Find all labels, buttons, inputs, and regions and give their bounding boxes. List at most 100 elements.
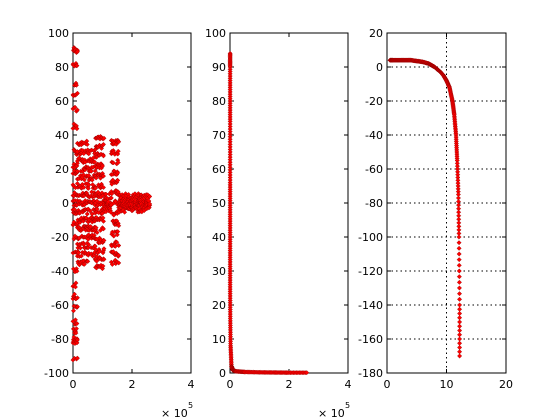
y-tick-label: -120 [358, 265, 383, 278]
y-tick-label: 20 [212, 299, 226, 312]
data-point [457, 296, 463, 302]
data-point [74, 181, 80, 187]
data-markers [70, 45, 153, 363]
data-point [74, 126, 80, 132]
data-point [456, 216, 462, 222]
y-tick-label: 0 [62, 197, 69, 210]
data-point [73, 330, 79, 336]
y-tick-label: 10 [212, 333, 226, 346]
data-point [456, 220, 462, 226]
data-point [115, 229, 121, 235]
data-point [304, 370, 310, 376]
y-tick-label: 100 [48, 27, 69, 40]
data-point [456, 202, 462, 208]
y-tick-label: 60 [212, 163, 226, 176]
data-point [101, 218, 106, 224]
data-point [456, 279, 462, 285]
data-point [456, 227, 462, 233]
x-multiplier-exponent: 5 [188, 401, 193, 410]
y-tick-label: -60 [365, 163, 383, 176]
data-point [71, 291, 77, 297]
data-point [116, 139, 122, 145]
subplot-right: -180 -160 -140 -120 -100 -80 -60 -40 -20 0 20 0 10 20 [358, 27, 513, 391]
data-point [146, 198, 152, 204]
data-point [74, 107, 80, 113]
data-point [74, 268, 80, 274]
data-point [457, 353, 463, 359]
data-point [457, 319, 463, 325]
data-point [455, 192, 461, 197]
data-point [101, 226, 106, 232]
data-point [109, 191, 115, 197]
data-point [100, 163, 105, 169]
data-markers [387, 57, 463, 359]
x-tick-label: 0 [227, 378, 234, 391]
data-point [71, 308, 76, 314]
data-point [86, 173, 92, 179]
data-point [101, 173, 106, 179]
y-tick-label: -40 [365, 129, 383, 142]
subplot-middle: 0 10 20 30 40 50 60 70 80 90 100 0 2 4 × 105 [205, 27, 352, 420]
data-point [113, 141, 119, 147]
data-point [74, 90, 80, 96]
data-point [92, 159, 98, 165]
data-point [115, 177, 121, 183]
data-point [456, 206, 462, 212]
x-tick-label: 10 [440, 378, 454, 391]
data-point [78, 253, 84, 259]
data-point [89, 177, 95, 183]
y-tick-label: 0 [219, 367, 226, 380]
y-tick-label: -80 [51, 333, 69, 346]
data-point [84, 141, 90, 147]
y-tick-label: 30 [212, 265, 226, 278]
data-point [116, 252, 122, 258]
data-point [457, 291, 462, 297]
data-point [457, 349, 463, 355]
data-point [456, 234, 462, 240]
data-point [122, 209, 128, 215]
data-point [115, 170, 121, 176]
data-point [72, 104, 78, 110]
data-point [457, 323, 463, 329]
data-point [456, 213, 462, 219]
data-point [115, 189, 121, 195]
data-point [92, 243, 98, 249]
data-point [116, 243, 122, 248]
y-tick-label: 40 [55, 129, 69, 142]
y-tick-label: 50 [212, 197, 226, 210]
data-point [456, 245, 462, 251]
data-point [74, 295, 80, 301]
x-tick-label: 4 [345, 378, 352, 391]
data-point [457, 332, 463, 338]
data-point [93, 185, 99, 191]
data-point [74, 63, 80, 69]
data-point [116, 260, 122, 266]
x-tick-label: 4 [188, 378, 195, 391]
data-point [456, 262, 462, 268]
data-point [73, 326, 79, 332]
y-tick-label: -80 [365, 197, 383, 210]
data-point [101, 153, 106, 159]
data-point [86, 151, 92, 157]
data-point [456, 223, 462, 229]
data-point [457, 315, 463, 321]
y-tick-label: -100 [358, 231, 383, 244]
data-point [116, 223, 122, 229]
data-point [74, 304, 80, 310]
data-point [94, 258, 100, 264]
data-point [73, 82, 79, 88]
data-point [77, 219, 83, 225]
y-tick-label: 100 [205, 27, 226, 40]
x-tick-label: 2 [286, 378, 293, 391]
y-tick-label: -180 [358, 367, 383, 380]
y-tick-label: 40 [212, 231, 226, 244]
data-point [101, 256, 107, 262]
data-point [74, 49, 80, 55]
y-tick-label: -140 [358, 299, 383, 312]
y-tick-label: -20 [365, 95, 383, 108]
data-point [101, 184, 106, 190]
data-point [74, 340, 80, 346]
data-point [94, 230, 100, 235]
data-point [93, 225, 99, 231]
data-point [115, 159, 121, 165]
